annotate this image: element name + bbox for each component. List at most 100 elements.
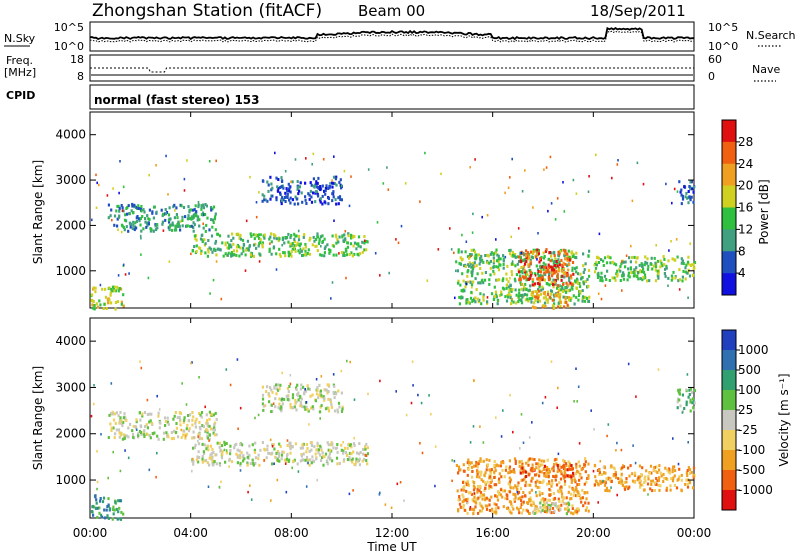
scatter-cell bbox=[192, 457, 194, 461]
scatter-cell bbox=[538, 260, 541, 264]
scatter-cell bbox=[239, 233, 242, 237]
scatter-cell bbox=[543, 265, 547, 269]
scatter-cell bbox=[238, 237, 241, 240]
scatter-cell bbox=[512, 468, 515, 472]
scatter-cell bbox=[527, 463, 530, 467]
scatter-cell bbox=[247, 490, 249, 494]
scatter-cell bbox=[295, 243, 298, 247]
scatter-cell bbox=[558, 297, 561, 301]
scatter-cell bbox=[340, 391, 343, 395]
scatter-cell bbox=[620, 479, 623, 483]
scatter-cell bbox=[509, 284, 512, 288]
scatter-cell bbox=[688, 185, 691, 188]
scatter-cell bbox=[472, 512, 475, 516]
scatter-cell bbox=[340, 184, 343, 187]
scatter-cell bbox=[573, 490, 576, 494]
scatter-cell bbox=[117, 228, 119, 232]
scatter-cell bbox=[598, 232, 601, 236]
scatter-cell bbox=[144, 425, 147, 428]
scatter-cell bbox=[308, 423, 310, 426]
scatter-cell bbox=[289, 441, 292, 445]
scatter-cell bbox=[502, 489, 505, 493]
scatter-cell bbox=[240, 451, 243, 455]
velocity-colorbar-label: Velocity [m s⁻¹] bbox=[777, 373, 791, 466]
scatter-cell bbox=[500, 435, 503, 438]
scatter-cell bbox=[519, 471, 522, 475]
scatter-cell bbox=[488, 468, 491, 472]
scatter-cell bbox=[488, 282, 491, 286]
scatter-cell bbox=[510, 270, 513, 274]
scatter-cell bbox=[640, 270, 644, 274]
scatter-cell bbox=[192, 446, 195, 450]
scatter-cell bbox=[304, 181, 307, 185]
scatter-cell bbox=[543, 291, 546, 294]
scatter-cell bbox=[536, 272, 540, 276]
scatter-cell bbox=[124, 213, 127, 217]
scatter-cell bbox=[547, 467, 550, 471]
scatter-cell bbox=[115, 209, 118, 213]
scatter-cell bbox=[137, 204, 140, 208]
scatter-cell bbox=[298, 189, 301, 193]
scatter-cell bbox=[497, 492, 500, 496]
scatter-cell bbox=[542, 504, 545, 508]
scatter-cell bbox=[205, 421, 208, 425]
scatter-cell bbox=[359, 245, 362, 249]
scatter-cell bbox=[548, 470, 551, 474]
scatter-cell bbox=[210, 412, 213, 416]
scatter-cell bbox=[297, 234, 300, 238]
scatter-cell bbox=[262, 408, 265, 412]
scatter-cell bbox=[171, 221, 174, 225]
scatter-cell bbox=[646, 257, 649, 261]
scatter-cell bbox=[197, 460, 200, 464]
scatter-cell bbox=[582, 252, 585, 256]
scatter-cell bbox=[490, 251, 493, 255]
scatter-cell bbox=[128, 272, 130, 275]
scatter-cell bbox=[541, 492, 544, 496]
scatter-cell bbox=[491, 507, 494, 511]
scatter-cell bbox=[630, 271, 633, 275]
scatter-cell bbox=[566, 474, 569, 478]
scatter-cell bbox=[553, 463, 556, 466]
scatter-cell bbox=[315, 378, 318, 381]
scatter-cell bbox=[691, 187, 694, 191]
scatter-cell bbox=[563, 288, 566, 292]
scatter-cell bbox=[356, 252, 359, 256]
scatter-cell bbox=[685, 191, 688, 195]
scatter-cell bbox=[572, 493, 575, 497]
scatter-cell bbox=[515, 293, 518, 297]
scatter-cell bbox=[575, 251, 578, 255]
scatter-cell bbox=[479, 292, 482, 296]
scatter-cell bbox=[424, 151, 426, 155]
scatter-cell bbox=[548, 480, 551, 484]
scatter-cell bbox=[222, 254, 225, 258]
scatter-cell bbox=[463, 499, 466, 503]
scatter-cell bbox=[560, 489, 563, 493]
scatter-cell bbox=[530, 255, 533, 259]
scatter-cell bbox=[624, 260, 627, 264]
scatter-cell bbox=[543, 464, 547, 468]
scatter-cell bbox=[684, 277, 687, 281]
y-tick-label: 2000 bbox=[55, 427, 86, 441]
scatter-cell bbox=[270, 188, 273, 192]
scatter-cell bbox=[210, 208, 213, 212]
scatter-cell bbox=[315, 448, 318, 452]
scatter-cell bbox=[106, 505, 109, 508]
scatter-cell bbox=[570, 477, 573, 481]
scatter-cell bbox=[96, 181, 98, 185]
scatter-cell bbox=[334, 177, 337, 181]
scatter-cell bbox=[110, 382, 113, 385]
scatter-cell bbox=[686, 469, 689, 472]
scatter-cell bbox=[302, 452, 305, 456]
scatter-cell bbox=[337, 196, 340, 200]
scatter-cell bbox=[201, 211, 205, 215]
scatter-cell bbox=[586, 491, 589, 495]
scatter-cell bbox=[677, 388, 680, 392]
scatter-cell bbox=[194, 419, 197, 423]
scatter-cell bbox=[563, 459, 566, 463]
scatter-cell bbox=[116, 224, 119, 228]
scatter-cell bbox=[529, 483, 532, 487]
scatter-cell bbox=[494, 494, 497, 498]
scatter-cell bbox=[665, 488, 668, 492]
x-tick-label: 08:00 bbox=[274, 526, 309, 540]
scatter-cell bbox=[248, 444, 251, 448]
